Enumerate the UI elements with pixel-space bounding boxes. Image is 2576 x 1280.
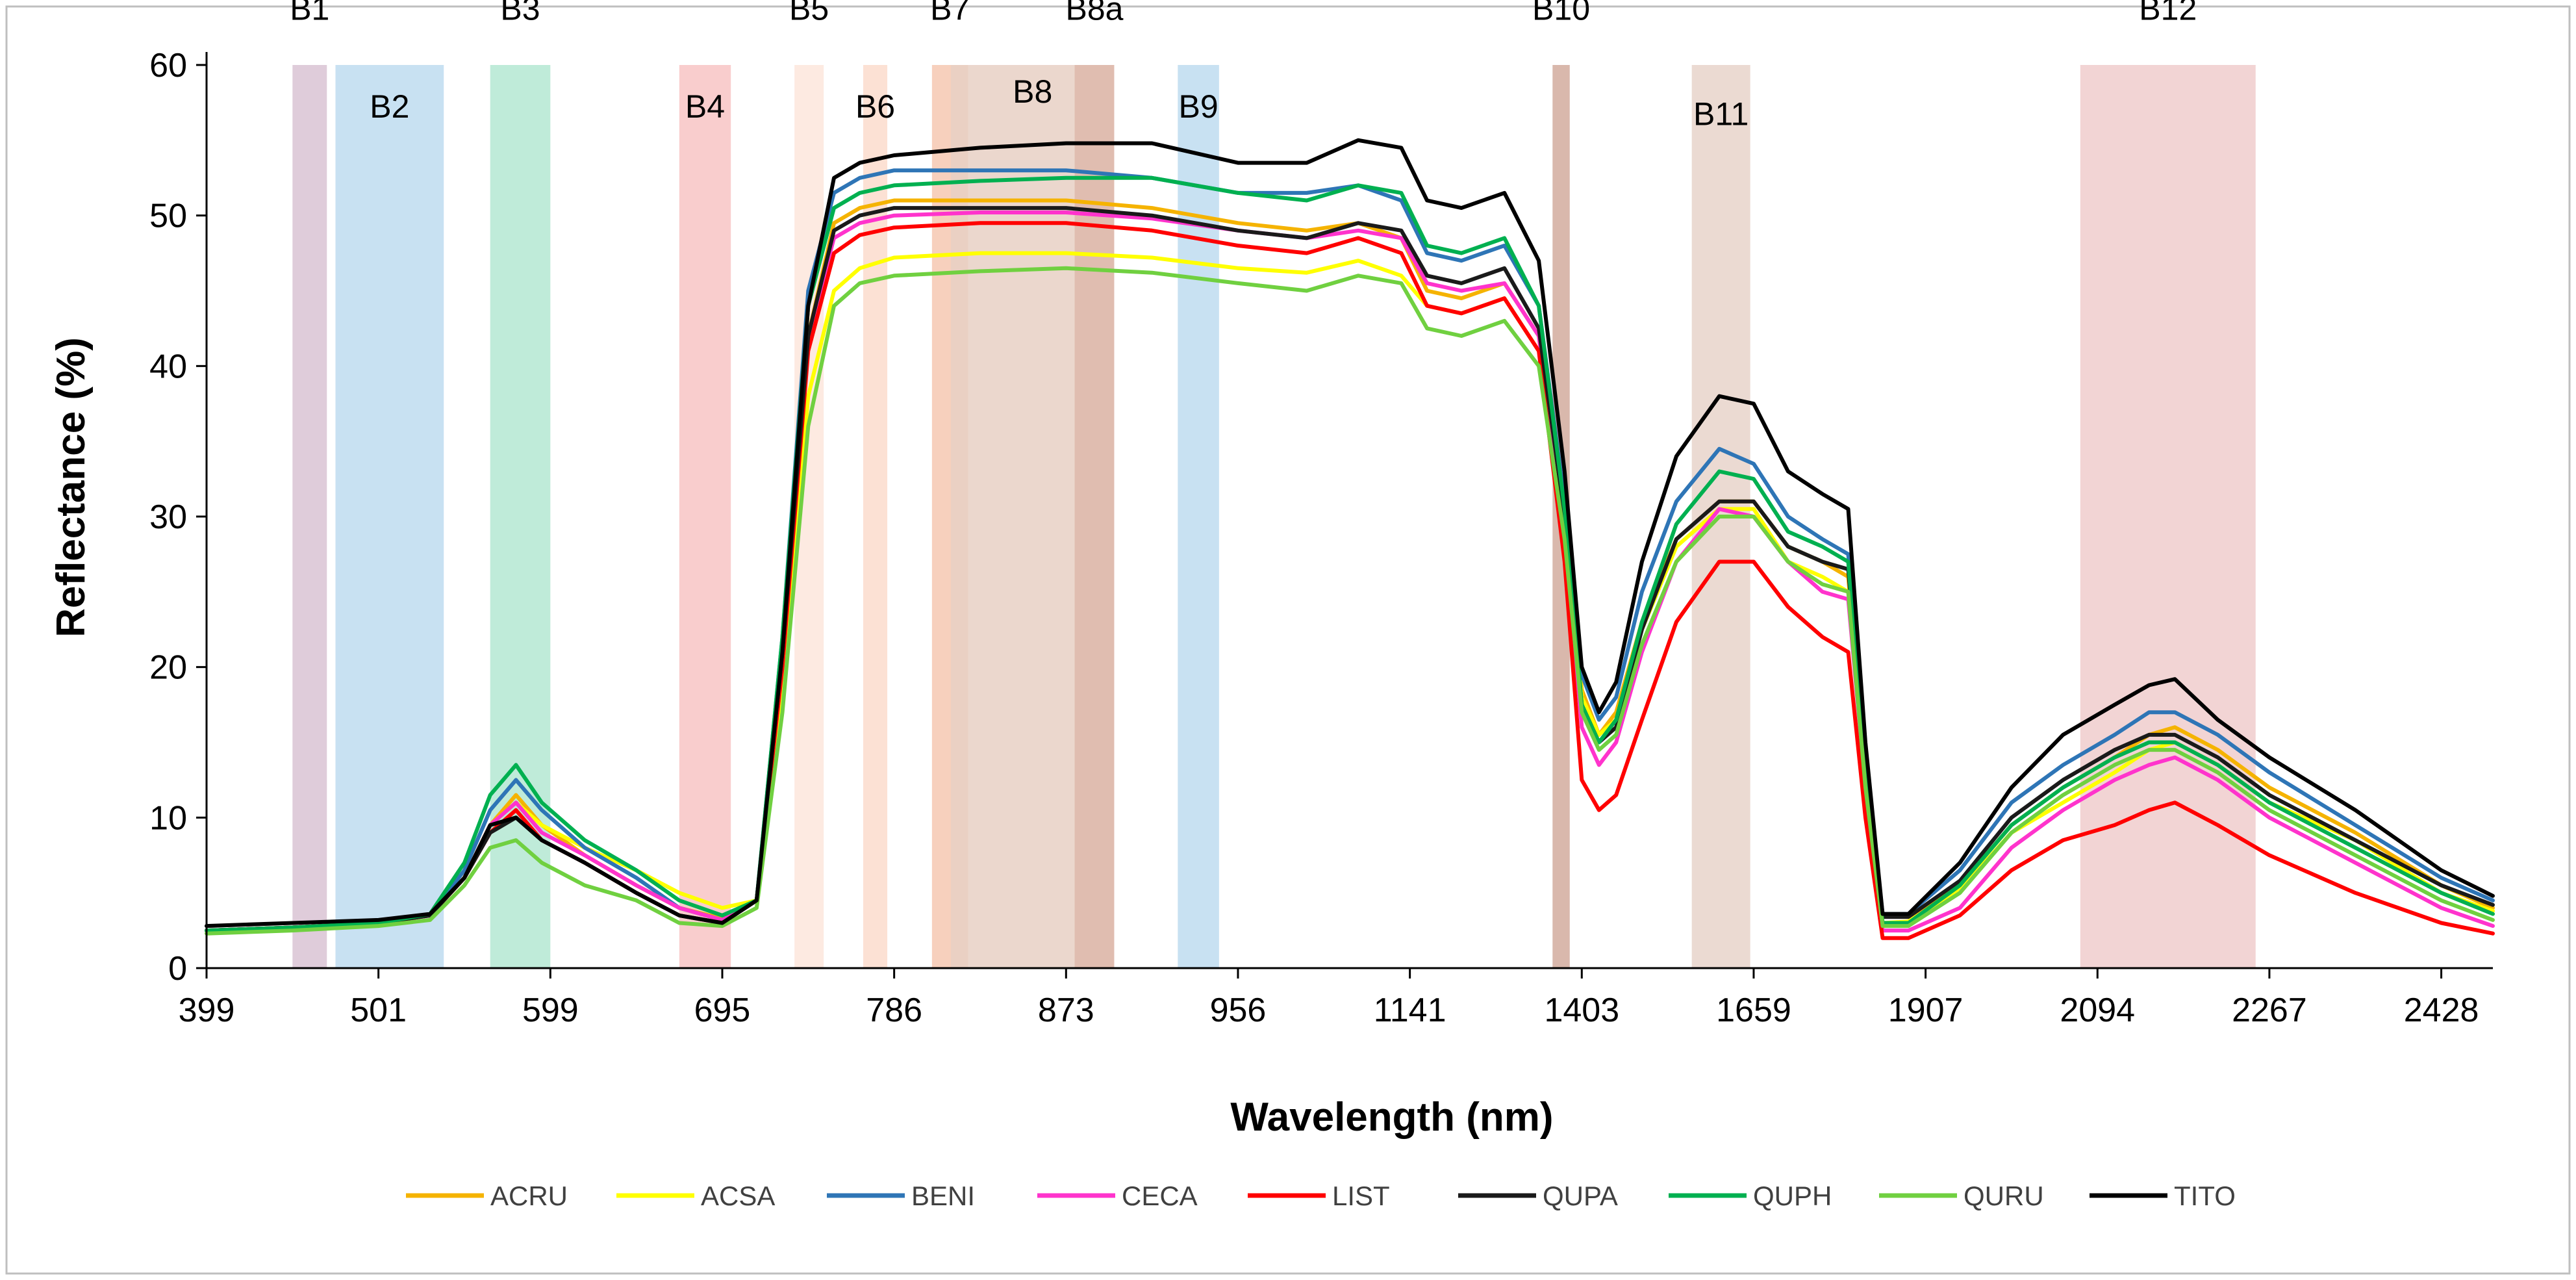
band-label-b7: B7 [930, 0, 970, 27]
y-tick-label: 60 [149, 47, 187, 84]
legend-label-beni: BENI [911, 1181, 975, 1211]
band-b12 [2080, 65, 2256, 968]
legend-label-acru: ACRU [490, 1181, 568, 1211]
band-b9 [1178, 65, 1219, 968]
series-line-ceca [205, 211, 2495, 933]
x-tick-label: 1141 [1374, 992, 1446, 1029]
legend: ACRU ACSA BENI CECA LIST QUPA QUPH QURU TITO [406, 1181, 2236, 1211]
x-axis-title: Wavelength (nm) [1230, 1095, 1553, 1140]
band-labels: B1 B2 B3 B4 B5 B6 B7 B8 B8a B9 B10 B11 B12 [290, 0, 2197, 133]
band-b6 [863, 65, 888, 968]
legend-label-quru: QURU [1964, 1181, 2044, 1211]
series-line-quru [205, 266, 2495, 936]
band-label-b3: B3 [500, 0, 540, 27]
y-tick-label: 50 [149, 198, 187, 235]
band-label-b9: B9 [1179, 88, 1219, 125]
y-axis-title: Reflectance (%) [49, 337, 94, 637]
band-b1 [292, 65, 327, 968]
x-tick-label: 873 [1038, 992, 1094, 1029]
x-tick-label: 1907 [1888, 992, 1964, 1029]
legend-label-acsa: ACSA [701, 1181, 775, 1211]
y-tick-label: 40 [149, 348, 187, 385]
band-label-b8a: B8a [1065, 0, 1123, 27]
series-line-quph [205, 175, 2495, 933]
x-tick-label: 599 [522, 992, 579, 1029]
x-tick-label: 786 [866, 992, 922, 1029]
legend-label-list: LIST [1332, 1181, 1390, 1211]
legend-label-tito: TITO [2174, 1181, 2236, 1211]
x-tick-label: 1659 [1716, 992, 1791, 1029]
y-tick-label: 10 [149, 799, 187, 837]
legend-label-ceca: CECA [1122, 1181, 1198, 1211]
band-b4 [679, 65, 731, 968]
y-tick-label: 20 [149, 649, 187, 687]
band-label-b2: B2 [370, 88, 409, 125]
band-label-b8: B8 [1013, 73, 1052, 110]
band-label-b11: B11 [1693, 96, 1749, 133]
band-b2 [335, 65, 444, 968]
axes: 0 10 20 30 40 50 60 399 501 599 695 786 873 956 1141 14… [149, 47, 2493, 1029]
series-lines [205, 138, 2495, 940]
x-tick-label: 399 [179, 992, 235, 1029]
band-label-b6: B6 [855, 88, 895, 125]
band-label-b4: B4 [685, 88, 725, 125]
x-tick-label: 2428 [2404, 992, 2479, 1029]
series-line-beni [205, 168, 2495, 933]
x-tick-label: 2267 [2232, 992, 2307, 1029]
legend-label-quph: QUPH [1753, 1181, 1832, 1211]
y-tick-label: 0 [168, 950, 187, 988]
legend-label-qupa: QUPA [1543, 1181, 1618, 1211]
band-label-b1: B1 [290, 0, 329, 27]
band-label-b10: B10 [1532, 0, 1590, 27]
x-tick-label: 695 [694, 992, 751, 1029]
x-tick-label: 1403 [1544, 992, 1619, 1029]
x-tick-label: 501 [350, 992, 407, 1029]
band-label-b12: B12 [2139, 0, 2197, 27]
x-tick-label: 2094 [2060, 992, 2135, 1029]
y-tick-label: 30 [149, 498, 187, 536]
x-tick-label: 956 [1210, 992, 1267, 1029]
band-label-b5: B5 [789, 0, 829, 27]
series-line-tito [205, 138, 2495, 928]
